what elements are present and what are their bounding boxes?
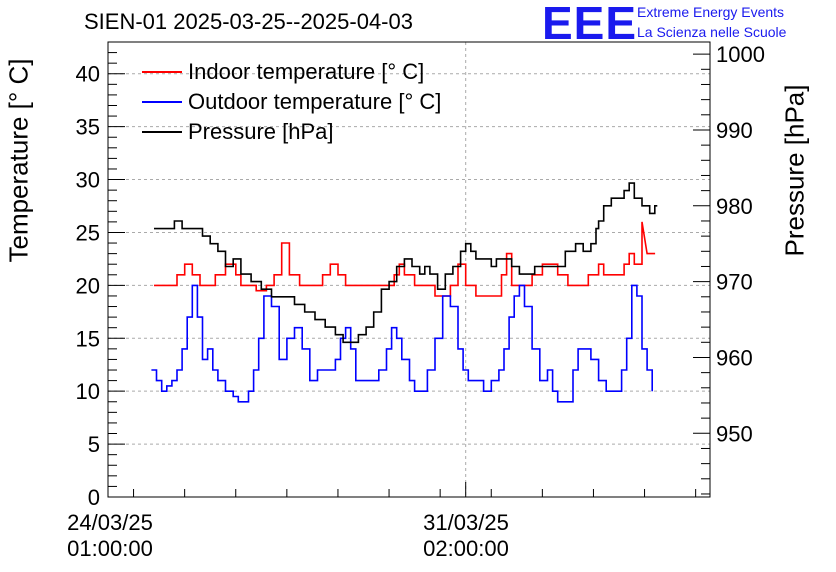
left-tick-label: 35 [76,115,100,140]
x-tick-label-1: 24/03/25 01:00:00 [40,510,180,562]
legend-label-pressure: Pressure [hPa] [188,119,334,144]
legend-label-outdoor: Outdoor temperature [° C] [188,89,442,114]
legend-swatch-indoor [142,71,182,73]
legend-swatch-outdoor [142,101,182,103]
left-tick-label: 25 [76,220,100,245]
eee-logo: EEE [542,0,638,49]
left-tick-label: 40 [76,62,100,87]
right-tick-label: 980 [716,194,753,219]
series-outdoor-line [151,284,653,403]
x-tick-date-1: 24/03/25 [67,510,153,535]
right-tick-label: 950 [716,421,753,446]
bottom-axis [107,482,697,497]
y-axis-label-left: Temperature [° C] [3,58,34,263]
legend-label-indoor: Indoor temperature [° C] [188,59,425,84]
legend-item-pressure: Pressure [hPa] [142,117,334,147]
left-tick-label: 30 [76,168,100,193]
y-axis-label-right: Pressure [hPa] [779,84,810,257]
right-axis: 950 960 970 980 990 1000 [693,42,765,495]
left-tick-label: 5 [88,432,100,457]
grid-lines [108,42,710,497]
right-tick-label: 970 [716,270,753,295]
left-axis: 0 5 10 15 20 25 30 35 40 [76,41,125,510]
chart-title: SIEN-01 2025-03-25--2025-04-03 [84,9,413,34]
plot-area [108,42,710,497]
left-tick-label: 0 [88,485,100,510]
series-layer [151,182,658,403]
plot-frame [107,41,711,498]
series-indoor-line [154,221,656,297]
x-tick-time-2: 02:00:00 [423,536,509,561]
right-tick-label: 990 [716,118,753,143]
series-pressure-line [154,182,658,344]
logo-tagline-2: La Scienza nelle Scuole [637,24,787,40]
right-tick-label: 1000 [716,42,765,67]
legend-swatch-pressure [142,131,182,133]
left-tick-label: 15 [76,326,100,351]
logo-tagline-1: Extreme Energy Events [637,4,785,20]
left-tick-label: 10 [76,379,100,404]
legend-item-indoor: Indoor temperature [° C] [142,57,424,87]
x-tick-label-2: 31/03/25 02:00:00 [396,510,536,562]
x-tick-time-1: 01:00:00 [67,536,153,561]
x-tick-date-2: 31/03/25 [423,510,509,535]
right-tick-label: 960 [716,345,753,370]
legend-item-outdoor: Outdoor temperature [° C] [142,87,441,117]
left-tick-label: 20 [76,273,100,298]
